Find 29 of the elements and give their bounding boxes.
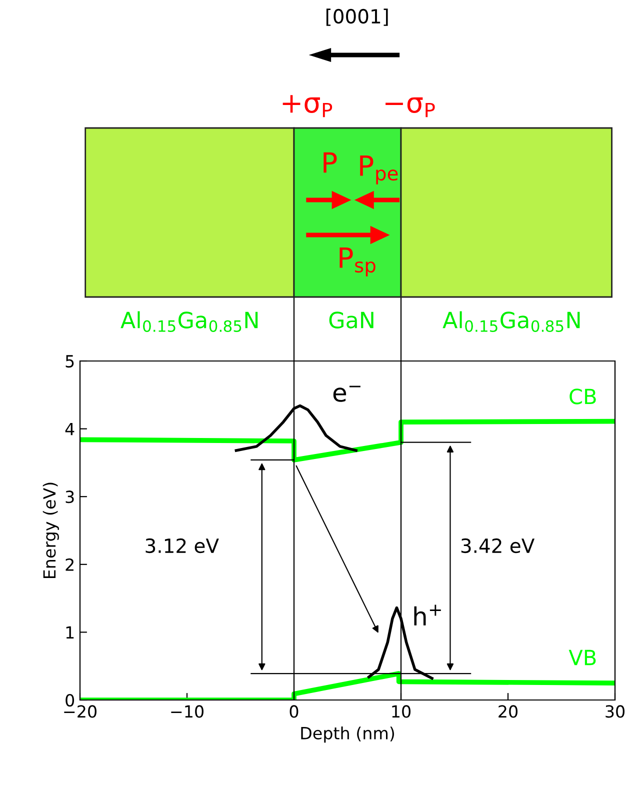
annotation: 3.12 eV — [146, 538, 219, 554]
y-tick-label: 3 — [66, 490, 74, 504]
annotation: h$^{+}$ — [414, 604, 441, 626]
series-label: VB — [568, 650, 596, 666]
y-tick-label: 1 — [66, 626, 74, 639]
text: P — [324, 152, 337, 173]
x-tick-label: −20 — [64, 705, 96, 718]
text: +σ$_{P}$ — [282, 95, 332, 118]
y-tick-label: 2 — [66, 558, 74, 571]
series-label: CB — [570, 388, 596, 404]
annotation: e$^{−}$ — [333, 386, 360, 402]
y-axis-title: Energy (eV) — [42, 482, 59, 578]
text: GaN — [329, 312, 374, 328]
x-tick-label: 0 — [290, 705, 298, 718]
x-tick-label: 10 — [392, 705, 410, 718]
annotation: 3.42 eV — [461, 538, 535, 554]
x-tick-label: 20 — [498, 705, 518, 718]
text: P$_{pe}$ — [360, 156, 398, 184]
x-tick-label: 30 — [606, 705, 624, 718]
x-tick-label: −10 — [171, 705, 204, 718]
y-tick-label: 0 — [66, 694, 74, 707]
x-axis-title: Depth (nm) — [301, 726, 394, 743]
y-tick-label: 4 — [65, 422, 74, 436]
y-tick-label: 5 — [66, 355, 74, 368]
text: P$_{sp}$ — [340, 248, 376, 276]
text: −σ$_{P}$ — [386, 97, 435, 118]
text: [0001] — [326, 8, 388, 26]
text: Al$_{0.15}$Ga$_{0.85}$N — [120, 311, 258, 332]
text: Al$_{0.15}$Ga$_{0.85}$N — [442, 311, 580, 332]
